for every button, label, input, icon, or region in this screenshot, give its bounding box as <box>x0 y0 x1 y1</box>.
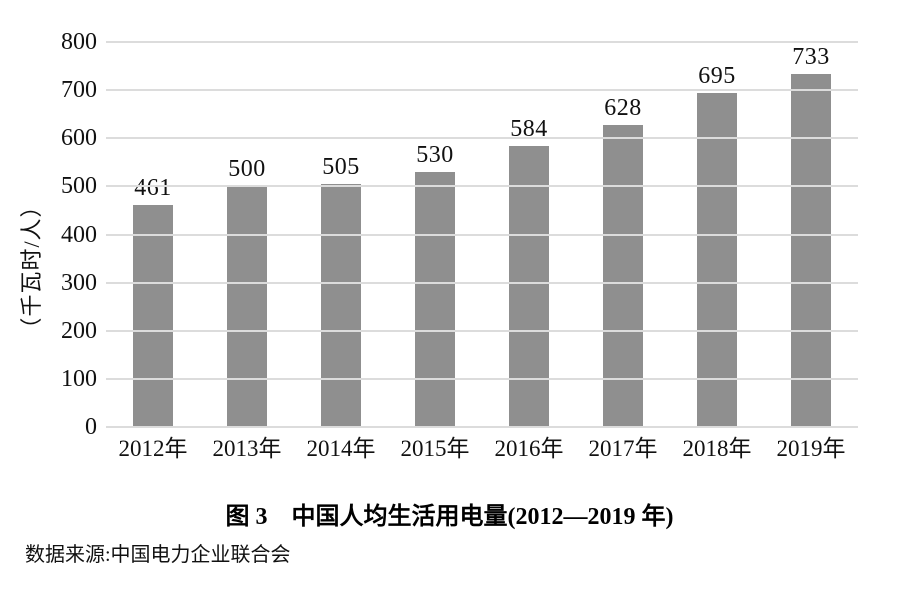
x-axis-label-2019年: 2019年 <box>776 436 846 461</box>
y-tick-label-500: 500 <box>61 173 97 200</box>
bar-slot-2017年: 628 <box>576 95 670 427</box>
bar-2013年 <box>227 186 267 427</box>
bar-value-label: 628 <box>604 94 642 121</box>
gridline-700 <box>106 89 858 92</box>
gridline-500 <box>106 185 858 188</box>
bar-value-label: 461 <box>134 175 172 202</box>
bar-slot-2018年: 695 <box>670 63 764 427</box>
bar-value-label: 500 <box>228 156 266 183</box>
bar-slot-2015年: 530 <box>388 142 482 427</box>
x-axis-label-2015年: 2015年 <box>400 436 470 461</box>
gridline-300 <box>106 281 858 284</box>
bar-2017年 <box>603 124 643 427</box>
y-axis-tick-labels: 0 100 200 300 400 500 600 700 800 <box>0 0 97 470</box>
x-axis-label-2018年: 2018年 <box>682 436 752 461</box>
bar-value-label: 530 <box>416 141 454 168</box>
gridline-200 <box>106 329 858 332</box>
bar-slot-2016年: 584 <box>482 116 576 427</box>
bar-2015年 <box>415 171 455 427</box>
bar-2016年 <box>509 145 549 427</box>
x-axis-label-2012年: 2012年 <box>118 436 188 461</box>
gridline-600 <box>106 137 858 140</box>
gridline-400 <box>106 233 858 236</box>
bar-chart: （千瓦时/人） 0 100 200 300 400 500 600 700 800 461 500… <box>0 0 858 470</box>
bar-value-label: 695 <box>698 62 736 89</box>
bar-value-label: 733 <box>792 44 830 71</box>
y-tick-label-0: 0 <box>85 414 97 440</box>
x-axis-label-2013年: 2013年 <box>212 436 282 461</box>
figure-source: 数据来源:中国电力企业联合会 <box>25 544 291 566</box>
gridline-0 <box>106 426 858 428</box>
x-axis-label-2017年: 2017年 <box>588 436 658 461</box>
bar-slot-2013年: 500 <box>200 156 294 427</box>
y-tick-label-800: 800 <box>61 29 97 55</box>
y-tick-label-700: 700 <box>61 77 97 104</box>
x-axis-label-2014年: 2014年 <box>306 436 376 461</box>
plot-area: 461 500 505 530 584 628 695 733 <box>106 41 858 428</box>
bar-value-label: 505 <box>322 153 360 180</box>
x-axis-label-2016年: 2016年 <box>494 436 564 461</box>
bar-2014年 <box>321 183 361 427</box>
bar-2012年 <box>133 205 173 427</box>
bar-series: 461 500 505 530 584 628 695 733 <box>106 42 858 427</box>
bar-slot-2012年: 461 <box>106 175 200 427</box>
gridline-100 <box>106 377 858 380</box>
gridline-800 <box>106 41 858 43</box>
y-tick-label-600: 600 <box>61 125 97 152</box>
bar-slot-2019年: 733 <box>764 44 858 427</box>
bar-2019年 <box>791 74 831 427</box>
bar-2018年 <box>697 92 737 427</box>
y-tick-label-200: 200 <box>61 317 97 344</box>
y-tick-label-400: 400 <box>61 221 97 248</box>
bar-slot-2014年: 505 <box>294 154 388 427</box>
y-tick-label-300: 300 <box>61 269 97 296</box>
y-tick-label-100: 100 <box>61 365 97 392</box>
figure-caption: 图 3 中国人均生活用电量(2012—2019 年) <box>225 504 674 530</box>
x-axis-labels: 2012年 2013年 2014年 2015年 2016年 2017年 2018年 2019年 <box>106 436 858 462</box>
